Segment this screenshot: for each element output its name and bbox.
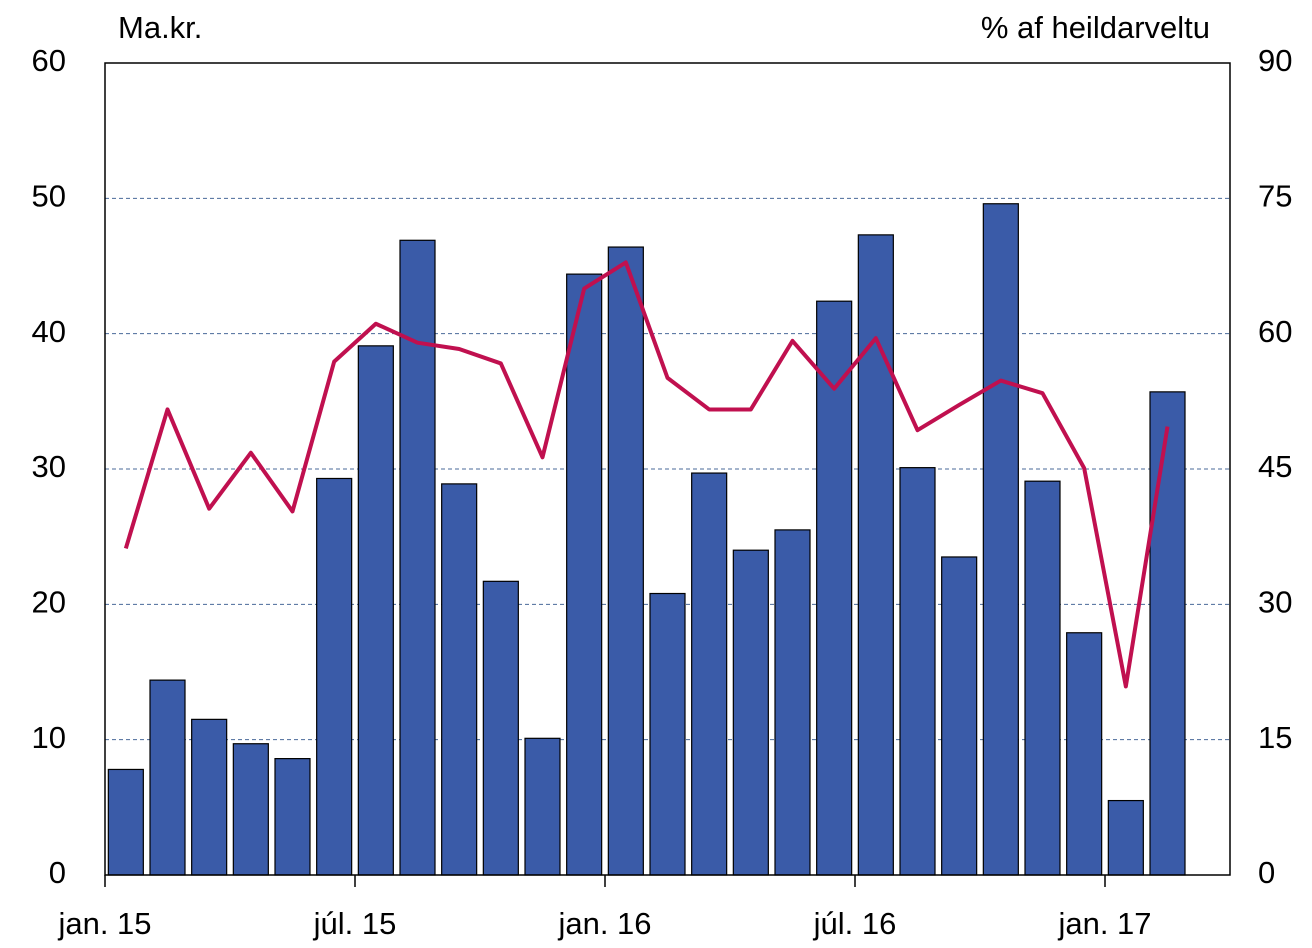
y-tick-label: 50 (32, 179, 66, 214)
x-tick-label: jan. 15 (57, 906, 151, 941)
line (123, 260, 1170, 689)
bar (566, 273, 603, 876)
y-tick-label: 60 (32, 43, 66, 78)
bar (107, 768, 144, 876)
y-tick-label: 0 (49, 855, 66, 890)
bar (441, 483, 478, 876)
bar (357, 345, 394, 876)
bar (857, 234, 894, 876)
bar (649, 592, 686, 876)
plot-frame (104, 62, 1231, 876)
bar (191, 718, 228, 876)
y2-axis-label: % af heildarveltu (981, 10, 1210, 45)
x-tick-label: júl. 16 (813, 906, 897, 941)
bar (316, 477, 353, 876)
bar (1149, 391, 1186, 876)
y-tick-label: 10 (32, 720, 66, 755)
bar (1024, 480, 1061, 876)
x-tick-label: júl. 15 (313, 906, 397, 941)
bar (691, 472, 728, 876)
bar (899, 467, 936, 876)
y2-tick-label: 0 (1258, 855, 1275, 890)
x-tick-label: jan. 16 (557, 906, 651, 941)
bar (982, 203, 1019, 876)
bar (524, 737, 561, 876)
y2-tick-label: 15 (1258, 720, 1292, 755)
y2-tick-label: 60 (1258, 314, 1292, 349)
bar (149, 679, 186, 876)
y-tick-label: 20 (32, 585, 66, 620)
y2-tick-label: 45 (1258, 449, 1292, 484)
bar (607, 246, 644, 876)
bar (732, 549, 769, 876)
bar (1107, 799, 1144, 876)
bar (232, 743, 269, 876)
y-axis-label: Ma.kr. (118, 10, 202, 45)
y2-tick-label: 90 (1258, 43, 1292, 78)
bar (1066, 632, 1103, 876)
bar (941, 556, 978, 876)
bar (774, 529, 811, 876)
y-tick-label: 40 (32, 314, 66, 349)
bar (274, 758, 311, 876)
y2-tick-label: 75 (1258, 179, 1292, 214)
y2-tick-label: 30 (1258, 585, 1292, 620)
y-tick-label: 30 (32, 449, 66, 484)
x-tick-label: jan. 17 (1057, 906, 1151, 941)
bar (482, 580, 519, 876)
